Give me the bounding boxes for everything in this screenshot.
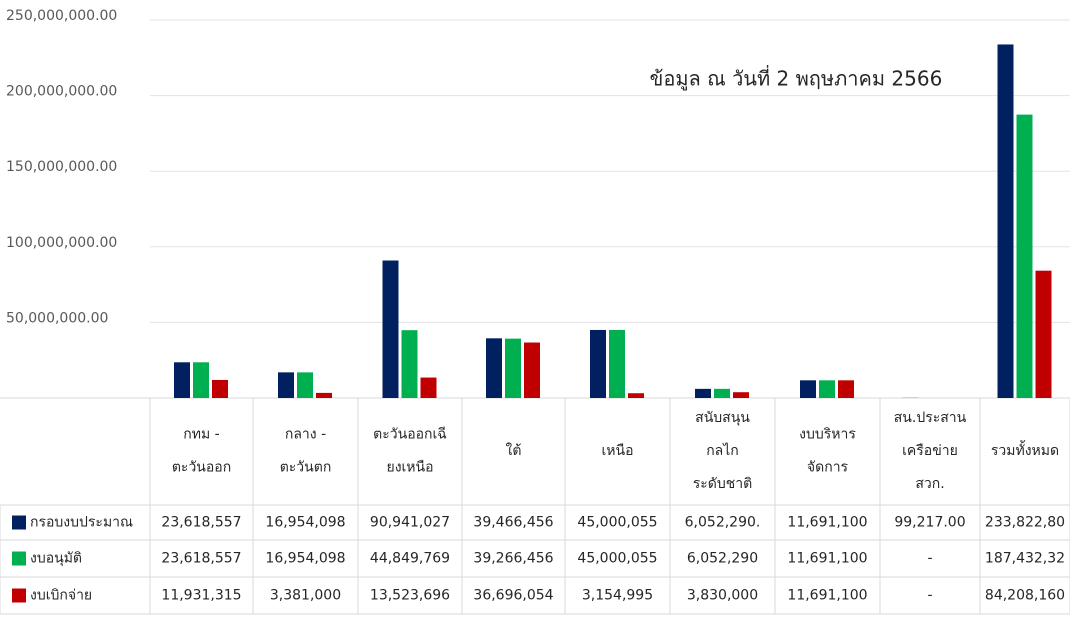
- table-value: 6,052,290.: [685, 515, 761, 531]
- category-label: รวมทั้งหมด: [991, 440, 1059, 459]
- bar: [838, 380, 854, 398]
- category-line: รวมทั้งหมด: [991, 440, 1059, 459]
- bar: [628, 393, 644, 398]
- category-line: ตะวันออกเฉี: [373, 427, 447, 443]
- table-value: 23,618,557: [161, 551, 241, 567]
- category-line: สวก.: [915, 476, 944, 492]
- bar: [316, 393, 332, 398]
- table-value: 90,941,027: [370, 515, 450, 531]
- bar: [524, 343, 540, 398]
- page: ข้อมูล ณ วันที่ 2 พฤษภาคม 2566 50,000,00…: [0, 0, 1070, 619]
- bar: [174, 362, 190, 398]
- category-line: สนับสนุน: [695, 410, 750, 426]
- table-value: 39,466,456: [473, 515, 553, 531]
- table-value: 3,154,995: [582, 588, 653, 604]
- bar: [212, 380, 228, 398]
- table-value: 187,432,32: [985, 551, 1065, 567]
- category-line: กลไก: [706, 442, 739, 459]
- category-line: ระดับชาติ: [693, 476, 752, 492]
- category-label: ใต้: [506, 442, 522, 459]
- table-value: 45,000,055: [577, 515, 657, 531]
- bar: [800, 380, 816, 398]
- annotation: ข้อมูล ณ วันที่ 2 พฤษภาคม 2566: [650, 65, 943, 92]
- table-value: 44,849,769: [370, 551, 450, 567]
- bar: [998, 44, 1014, 398]
- category-line: เครือข่าย: [902, 443, 958, 459]
- category-line: ใต้: [506, 442, 522, 459]
- category-line: กลาง -: [285, 427, 326, 443]
- table-value: -: [927, 588, 932, 604]
- table-value: 39,266,456: [473, 551, 553, 567]
- bar: [1017, 115, 1033, 398]
- category-label: เหนือ: [602, 443, 634, 459]
- bar: [505, 339, 521, 398]
- table-value: 6,052,290: [687, 551, 758, 567]
- category-line: ยงเหนือ: [386, 460, 433, 476]
- y-tick-label: 50,000,000.00: [6, 310, 108, 326]
- legend-swatch: [12, 589, 26, 603]
- bar: [278, 372, 294, 398]
- bar: [819, 380, 835, 398]
- table-value: 3,381,000: [270, 588, 341, 604]
- table-value: 13,523,696: [370, 588, 450, 604]
- table-value: 11,691,100: [787, 551, 867, 567]
- table-value: 11,931,315: [161, 588, 241, 604]
- table-value: 3,830,000: [687, 588, 758, 604]
- bar: [695, 389, 711, 398]
- bar: [609, 330, 625, 398]
- bar: [486, 338, 502, 398]
- y-tick-label: 250,000,000.00: [6, 8, 117, 24]
- category-line: สน.ประสาน: [894, 410, 967, 426]
- bar: [402, 330, 418, 398]
- category-line: จัดการ: [807, 460, 849, 476]
- y-tick-label: 100,000,000.00: [6, 235, 117, 251]
- category-line: ตะวันออก: [172, 460, 231, 476]
- table-value: 233,822,80: [985, 515, 1065, 531]
- legend-swatch: [12, 516, 26, 530]
- table-value: 99,217.00: [894, 515, 965, 531]
- bar: [297, 372, 313, 398]
- bar: [1036, 271, 1052, 398]
- table-value: -: [927, 551, 932, 567]
- y-tick-label: 200,000,000.00: [6, 84, 117, 100]
- bar: [383, 260, 399, 398]
- category-line: งบบริหาร: [799, 427, 856, 443]
- y-tick-label: 150,000,000.00: [6, 159, 117, 175]
- legend-swatch: [12, 552, 26, 566]
- bar: [733, 392, 749, 398]
- category-line: ตะวันตก: [280, 460, 332, 476]
- table-value: 23,618,557: [161, 515, 241, 531]
- table-value: 16,954,098: [265, 515, 345, 531]
- chart: ข้อมูล ณ วันที่ 2 พฤษภาคม 2566 50,000,00…: [0, 0, 1070, 619]
- table-value: 11,691,100: [787, 515, 867, 531]
- table-value: 84,208,160: [985, 588, 1065, 604]
- bar: [714, 389, 730, 398]
- table-value: 45,000,055: [577, 551, 657, 567]
- table-value: 16,954,098: [265, 551, 345, 567]
- table-value: 36,696,054: [473, 588, 553, 604]
- legend-label: งบอนุมัติ: [30, 551, 82, 567]
- bar: [193, 362, 209, 398]
- category-line: กทม -: [183, 427, 219, 443]
- category-line: เหนือ: [602, 443, 634, 459]
- legend-label: กรอบงบประมาณ: [30, 515, 133, 531]
- bar: [421, 378, 437, 398]
- legend-label: งบเบิกจ่าย: [30, 588, 92, 604]
- bar: [590, 330, 606, 398]
- table-value: 11,691,100: [787, 588, 867, 604]
